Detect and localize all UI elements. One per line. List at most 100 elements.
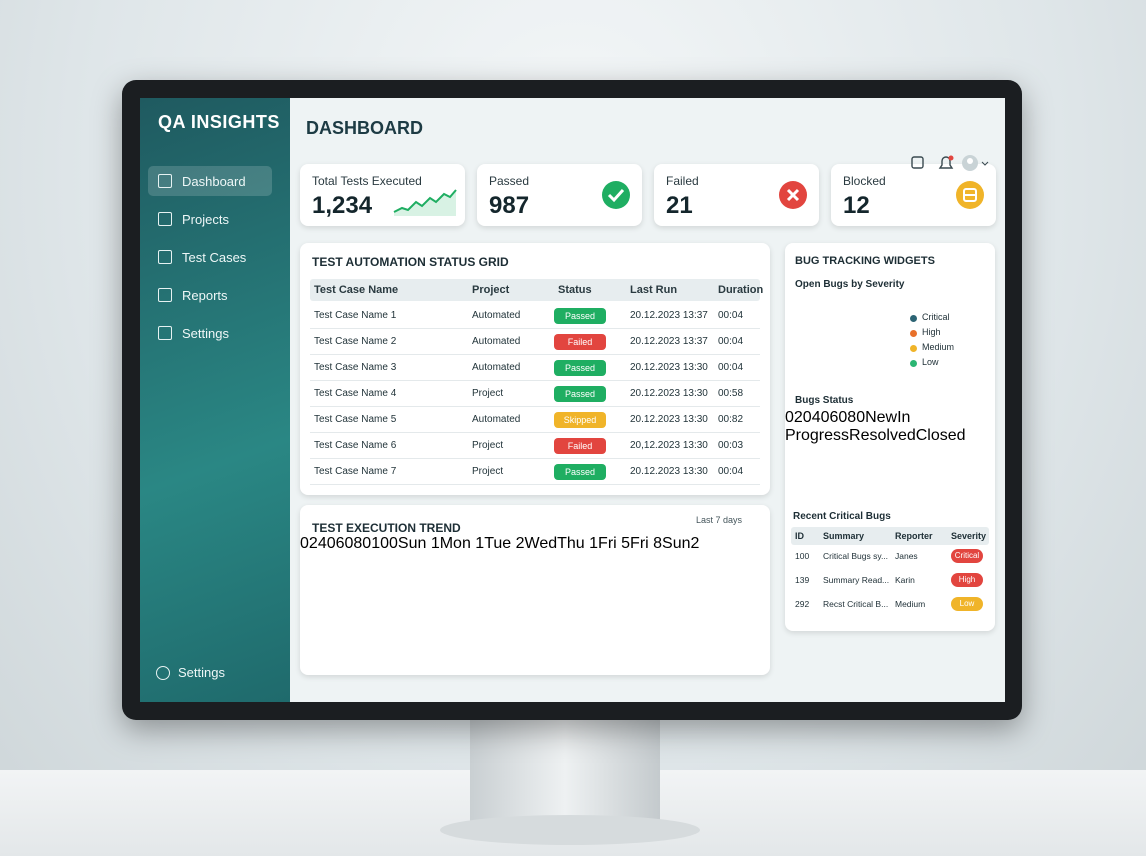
stat-card: Blocked 12 (831, 164, 996, 226)
cell: 100 (795, 551, 810, 561)
cell: 00:04 (718, 310, 744, 321)
x-tick-label: Resolved (849, 427, 916, 444)
legend-label: Medium (922, 342, 955, 352)
nav-icon (158, 288, 172, 302)
page-title: DASHBOARD (306, 118, 423, 138)
y-tick-label: 60 (335, 535, 354, 552)
x-tick-label: Fri 8 (630, 535, 663, 552)
row-divider (310, 354, 760, 355)
card-title: TEST AUTOMATION STATUS GRID (312, 255, 509, 269)
monitor-base (440, 815, 700, 845)
cell: Test Case Name 1 (314, 310, 397, 321)
cell: 139 (795, 575, 810, 585)
nav-item[interactable]: Dashboard (148, 166, 272, 196)
row-divider (310, 406, 760, 407)
stat-value: 1,234 (312, 192, 373, 219)
nav-item[interactable]: Reports (148, 280, 272, 310)
stat-value: 987 (489, 192, 530, 219)
column-header: Reporter (895, 531, 933, 541)
nav-item[interactable]: Settings (148, 318, 272, 348)
cell: 20.12.2023 13:37 (630, 310, 708, 321)
x-tick-label: Wed (524, 535, 558, 552)
footer-icon (156, 666, 170, 680)
failed-icon (779, 181, 807, 209)
cell: Test Case Name 6 (314, 440, 397, 451)
nav-label: Settings (182, 326, 229, 341)
card-title: BUG TRACKING WIDGETS (795, 255, 935, 267)
cell: Test Case Name 7 (314, 466, 397, 477)
y-tick-label: 0 (300, 535, 309, 552)
nav-label: Test Cases (182, 250, 247, 265)
cell: Recst Critical B... (823, 599, 889, 609)
stat-label: Blocked (843, 174, 886, 188)
stat-label: Failed (666, 174, 699, 188)
nav-icon (158, 174, 172, 188)
line-chart: 02406080100Sun 1Mon 1Tue 2WedThu 1Fri 5F… (300, 535, 699, 553)
x-tick-label: In Progress (785, 409, 911, 444)
stat-card: Failed 21 (654, 164, 819, 226)
cell: 20.12.2023 13:37 (630, 336, 708, 347)
cell: 00:04 (718, 362, 744, 373)
row-divider (310, 380, 760, 381)
cell: Automated (472, 310, 521, 321)
trend-card: TEST EXECUTION TREND Last 7 days 024060801… (300, 505, 770, 675)
cell: 00:03 (718, 440, 744, 451)
nav-item[interactable]: Test Cases (148, 242, 272, 272)
stat-label: Passed (489, 174, 530, 188)
nav-label: Dashboard (182, 174, 246, 189)
screen: QA INSIGHTS Dashboard Projects Test Cases Re… (140, 98, 1005, 702)
table-header (791, 527, 989, 545)
column-header: Summary (823, 531, 865, 541)
status-pill: Passed (554, 464, 606, 480)
cell: Janes (895, 551, 918, 561)
stat-label: Total Tests Executed (312, 174, 422, 188)
cell: Critical Bugs sy... (823, 551, 889, 561)
blocked-icon (956, 181, 984, 209)
x-tick-label: Tue 2 (484, 535, 525, 552)
cell: 20.12.2023 13:30 (630, 414, 708, 425)
table-title: Recent Critical Bugs (793, 511, 891, 522)
legend-swatch (910, 345, 917, 352)
cell: 00:04 (718, 466, 744, 477)
cell: Automated (472, 336, 521, 347)
column-header: Duration (718, 284, 764, 296)
cell: Karin (895, 575, 915, 585)
nav-item[interactable]: Projects (148, 204, 272, 234)
status-pill: Passed (554, 360, 606, 376)
cell: Test Case Name 5 (314, 414, 397, 425)
status-pill: Failed (554, 438, 606, 454)
x-tick-label: Sun 1 (397, 535, 440, 552)
status-pill: Passed (554, 386, 606, 402)
severity-pill: Low (951, 597, 983, 611)
stat-value: 21 (666, 192, 693, 219)
bar-chart: 020406080NewIn ProgressResolvedClosed (785, 409, 995, 445)
legend-label: High (922, 327, 941, 337)
sidebar-footer[interactable]: Settings (156, 662, 276, 686)
column-header: Test Case Name (314, 284, 399, 296)
y-tick-label: 40 (811, 409, 830, 426)
row-divider (310, 328, 760, 329)
brand: QA INSIGHTS (158, 112, 280, 132)
legend-swatch (910, 360, 917, 367)
y-tick-label: 60 (829, 409, 848, 426)
sparkline (393, 189, 457, 216)
row-divider (310, 484, 760, 485)
sparkline-line (393, 189, 457, 213)
column-header: ID (795, 531, 804, 541)
cell: Automated (472, 362, 521, 373)
filter[interactable]: Last 7 days (696, 515, 743, 525)
cell: Project (472, 440, 504, 451)
cell: 292 (795, 599, 810, 609)
severity-pill: High (951, 573, 983, 587)
y-tick-label: 20 (793, 409, 812, 426)
card-title: TEST EXECUTION TREND (312, 521, 461, 535)
y-tick-label: 100 (371, 535, 398, 552)
header-icons[interactable] (900, 154, 1000, 174)
row-divider (310, 458, 760, 459)
cell: 20.12.2023 13:30 (630, 466, 708, 477)
legend-swatch (910, 330, 917, 337)
cell: Test Case Name 4 (314, 388, 397, 399)
cell: Test Case Name 3 (314, 362, 397, 373)
y-tick-label: 80 (847, 409, 866, 426)
